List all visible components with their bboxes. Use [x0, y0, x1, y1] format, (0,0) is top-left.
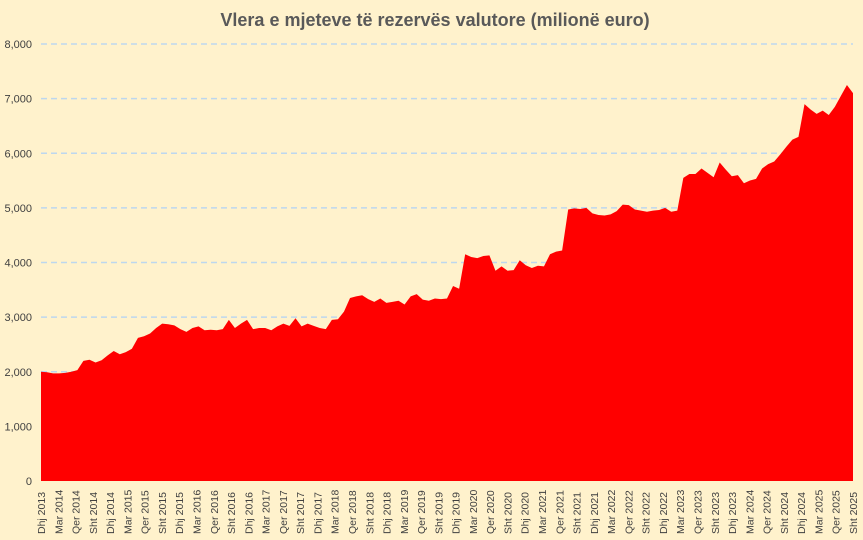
x-tick-label: Mar 2019 [399, 489, 411, 534]
x-tick-label: Sht 2015 [157, 492, 169, 534]
x-tick-label: Sht 2023 [710, 492, 722, 534]
x-tick-label: Qer 2016 [209, 490, 221, 534]
x-tick-label: Dhj 2013 [36, 492, 48, 534]
x-tick-label: Mar 2021 [537, 489, 549, 534]
x-tick-label: Qer 2018 [347, 490, 359, 534]
x-tick-label: Mar 2017 [261, 489, 273, 534]
x-tick-label: Qer 2020 [485, 490, 497, 534]
x-tick-label: Dhj 2017 [312, 492, 324, 534]
x-tick-label: Sht 2022 [641, 492, 653, 534]
x-tick-label: Dhj 2014 [105, 492, 117, 534]
x-tick-label: Sht 2017 [295, 492, 307, 534]
x-tick-label: Dhj 2015 [174, 492, 186, 534]
series-area [41, 84, 853, 481]
y-tick-label: 2,000 [4, 367, 32, 379]
y-tick-label: 4,000 [4, 258, 32, 270]
x-tick-label: Qer 2025 [831, 490, 843, 534]
x-tick-label: Qer 2024 [762, 490, 774, 534]
x-tick-label: Mar 2025 [813, 489, 825, 534]
y-tick-label: 3,000 [4, 312, 32, 324]
x-tick-label: Dhj 2024 [796, 492, 808, 534]
x-tick-label: Mar 2023 [675, 489, 687, 534]
x-tick-label: Dhj 2019 [451, 492, 463, 534]
x-tick-label: Qer 2022 [623, 490, 635, 534]
x-tick-label: Sht 2020 [502, 492, 514, 534]
x-tick-label: Sht 2024 [779, 492, 791, 534]
x-tick-label: Qer 2023 [693, 490, 705, 534]
x-tick-label: Dhj 2022 [658, 492, 670, 534]
x-tick-label: Mar 2024 [744, 489, 756, 534]
x-tick-label: Qer 2017 [278, 490, 290, 534]
x-tick-label: Sht 2021 [572, 492, 584, 534]
x-tick-label: Dhj 2018 [382, 492, 394, 534]
y-tick-label: 7,000 [4, 94, 32, 106]
x-tick-label: Dhj 2016 [243, 492, 255, 534]
x-tick-label: Qer 2015 [140, 490, 152, 534]
x-tick-label: Mar 2016 [191, 489, 203, 534]
x-tick-label: Mar 2014 [53, 489, 65, 534]
x-tick-label: Qer 2019 [416, 490, 428, 534]
x-tick-label: Qer 2014 [71, 490, 83, 534]
x-tick-label: Dhj 2023 [727, 492, 739, 534]
x-tick-label: Sht 2025 [848, 492, 860, 534]
y-tick-label: 1,000 [4, 421, 32, 433]
x-tick-label: Mar 2020 [468, 489, 480, 534]
y-tick-label: 8,000 [4, 39, 32, 51]
x-tick-label: Sht 2018 [364, 492, 376, 534]
x-tick-label: Mar 2015 [122, 489, 134, 534]
x-axis: Dhj 2013 Mar 2014 Qer 2014 Sht 2014 Dhj 2014… [36, 489, 860, 534]
x-tick-label: Sht 2019 [433, 492, 445, 534]
y-tick-label: 0 [26, 476, 32, 488]
x-tick-label: Dhj 2021 [589, 492, 601, 534]
x-tick-label: Mar 2018 [330, 489, 342, 534]
x-tick-label: Sht 2016 [226, 492, 238, 534]
series-area-layer [41, 84, 853, 481]
x-tick-label: Dhj 2020 [520, 492, 532, 534]
x-tick-label: Mar 2022 [606, 489, 618, 534]
y-axis: 0 1,000 2,000 3,000 4,000 5,000 6,000 7,000 8,00… [4, 39, 32, 488]
y-tick-label: 6,000 [4, 148, 32, 160]
chart-title: Vlera e mjeteve të rezervës valutore (mi… [220, 10, 649, 30]
y-tick-label: 5,000 [4, 203, 32, 215]
x-tick-label: Qer 2021 [554, 490, 566, 534]
x-tick-label: Sht 2014 [88, 492, 100, 534]
